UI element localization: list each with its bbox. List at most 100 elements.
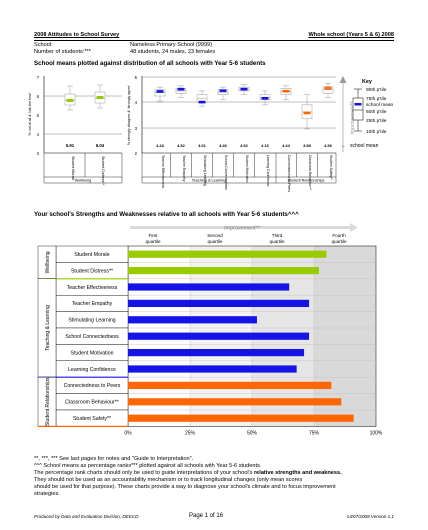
bar-0	[128, 250, 327, 258]
boxplot-student-distress	[94, 84, 106, 109]
page-number: Page 1 of 16	[189, 513, 224, 519]
boxplot-student-morale	[64, 85, 76, 111]
right-mean-7: 3.58	[303, 143, 312, 148]
quartile-4-label-2: quartile	[331, 239, 347, 244]
right-mean-6: 4.44	[282, 143, 291, 148]
right-mean-4: 4.52	[240, 143, 249, 148]
right-item-1: Teacher Empathy	[182, 155, 186, 182]
right-ytick-3: 3	[135, 126, 138, 131]
quartile-1-label-2: quartile	[145, 239, 161, 244]
bar-10	[128, 414, 354, 422]
bar-chart-groups: Wellbeing Teaching & Learning Student Rela…	[37, 245, 128, 427]
boxplot-item-6	[280, 85, 292, 101]
left-group-label: Wellbeing	[75, 179, 92, 183]
key-entry-25: 25th p'tile	[366, 118, 387, 124]
left-item-1: Student Distress**	[101, 156, 105, 186]
left-ytick-7: 7	[37, 75, 40, 80]
xtick-2: 50%	[247, 430, 258, 436]
bar-4	[128, 316, 257, 324]
boxplot-item-5	[259, 90, 271, 106]
bar-9	[128, 398, 342, 406]
boxplot-item-0	[154, 86, 166, 102]
key-mean-arrow-text: ←	[341, 143, 346, 149]
right-item-5: Learning Confidence	[266, 155, 270, 186]
bar-label-1: Student Distress**	[71, 268, 113, 274]
bar-label-8: Connectedness to Peers	[64, 383, 121, 389]
quartile-2-label-2: quartile	[207, 239, 223, 244]
xtick-1: 25%	[185, 430, 196, 436]
bar-label-9: Classroom Behaviour**	[65, 400, 119, 406]
quartile-2-label: Second	[207, 233, 223, 238]
bar-label-4: Stimulating Learning	[68, 318, 115, 324]
quartile-1-label: First	[149, 233, 159, 238]
left-ytick-4: 4	[37, 132, 40, 137]
boxplot-mean-marker-6	[282, 89, 290, 93]
left-mean-0: 5.91	[66, 143, 75, 148]
right-item-6: Connectedness to Peers	[287, 155, 291, 192]
boxplot-mean-marker-8	[324, 86, 332, 90]
boxplot-mean-marker-5	[261, 96, 269, 100]
bar-label-7: Learning Confidence	[68, 367, 116, 373]
bar-label-5: School Connectedness	[65, 334, 119, 340]
improvement-arrow: Improvement**	[130, 223, 358, 232]
boxplot-mean-marker-7	[303, 111, 311, 115]
footer-paragraph-line-3: should be used for that purpose). These …	[34, 484, 336, 490]
footer-paragraph-line-4: strategies.	[34, 491, 60, 497]
xtick-0: 0%	[124, 430, 132, 436]
right-mean-0: 4.43	[156, 143, 165, 148]
xtick-3: 75%	[309, 430, 320, 436]
footer-paragraph-line-1: The percentage rank charts should only b…	[34, 470, 342, 476]
quartile-band-4	[314, 246, 376, 427]
key-entry-mean: school mean	[366, 102, 394, 108]
boxplot-mean-marker-4	[240, 87, 248, 91]
produced-by: Produced by Data and Evaluation Division…	[34, 514, 139, 519]
right-item-0: Teacher Effectiveness	[161, 155, 165, 188]
right-group-tl: Teaching & Learning	[192, 179, 227, 183]
left-ytick-3: 3	[37, 151, 40, 156]
bar-group-label-0: Wellbeing	[45, 251, 51, 273]
boxplot-mean-marker-1	[177, 87, 185, 91]
boxplot-item-7	[301, 94, 313, 130]
bar-label-0: Student Morale	[74, 252, 109, 258]
bar-2	[128, 283, 290, 291]
boxplot-item-2	[196, 90, 208, 107]
key-entry-75: 75th p'tile	[366, 96, 387, 102]
teaching-relationships-boxplot-panel: 5 4 3 2 % strongly disagree & ‘strongly …	[127, 75, 337, 192]
bar-label-10: Student Safety**	[73, 416, 111, 422]
bar-label-2: Teacher Effectiveness	[67, 285, 118, 291]
boxplot-key: Improvement** Key 90th p'tile 75th p'til…	[339, 76, 394, 152]
boxplot-mean-marker-0	[156, 90, 164, 93]
school-label: School:	[34, 42, 53, 48]
left-ylabel: % not at all & ‘hall the time’	[28, 92, 32, 135]
right-ylabel: % strongly disagree & ‘strongly agree’	[127, 85, 131, 146]
key-entry-90: 90th p'tile	[366, 87, 387, 93]
right-item-3: School Connectedness	[224, 155, 228, 190]
right-group-sr: Student Relationships	[288, 179, 325, 183]
note-2: ^^^ School means as percentage ranks*** …	[34, 463, 262, 469]
bar-8	[128, 381, 332, 390]
bar-7	[128, 365, 297, 373]
school-value: Nameless Primary School (9999)	[130, 42, 213, 48]
left-ytick-5: 5	[37, 113, 40, 118]
boxplot-figure: 7 6 5 4 3 % not at all & ‘hall the time’…	[28, 75, 394, 192]
bar-chart-rows: Student Morale Student Distress** Teacher …	[55, 245, 354, 427]
right-ytick-2: 2	[135, 151, 138, 156]
note-1: **, ***, *** See last pages for notes an…	[34, 456, 194, 462]
left-item-0: Student Morale	[71, 156, 75, 180]
key-mean-label: school mean	[350, 143, 379, 149]
bar-label-6: Student Motivation	[71, 350, 114, 356]
bar-label-3: Teacher Empathy	[72, 301, 113, 307]
bar-group-label-1: Teaching & Learning	[45, 305, 51, 351]
students-value: 48 students, 24 males, 23 females	[130, 49, 216, 55]
quartile-3-label: Third	[272, 233, 283, 238]
right-item-8: Student Safety**	[329, 155, 333, 181]
right-boxes	[154, 83, 334, 130]
bar-1	[128, 266, 319, 275]
right-mean-1: 4.52	[177, 143, 186, 148]
improvement-label: Improvement**	[224, 226, 261, 232]
right-item-7: Classroom Behaviour**	[308, 155, 312, 191]
footer-paragraph-line-2: They should not be used as an accountabi…	[34, 477, 303, 483]
key-entry-50: 50th p'tile	[366, 109, 387, 115]
right-mean-5: 4.16	[261, 143, 270, 148]
key-entry-10: 10th p'tile	[366, 129, 387, 135]
